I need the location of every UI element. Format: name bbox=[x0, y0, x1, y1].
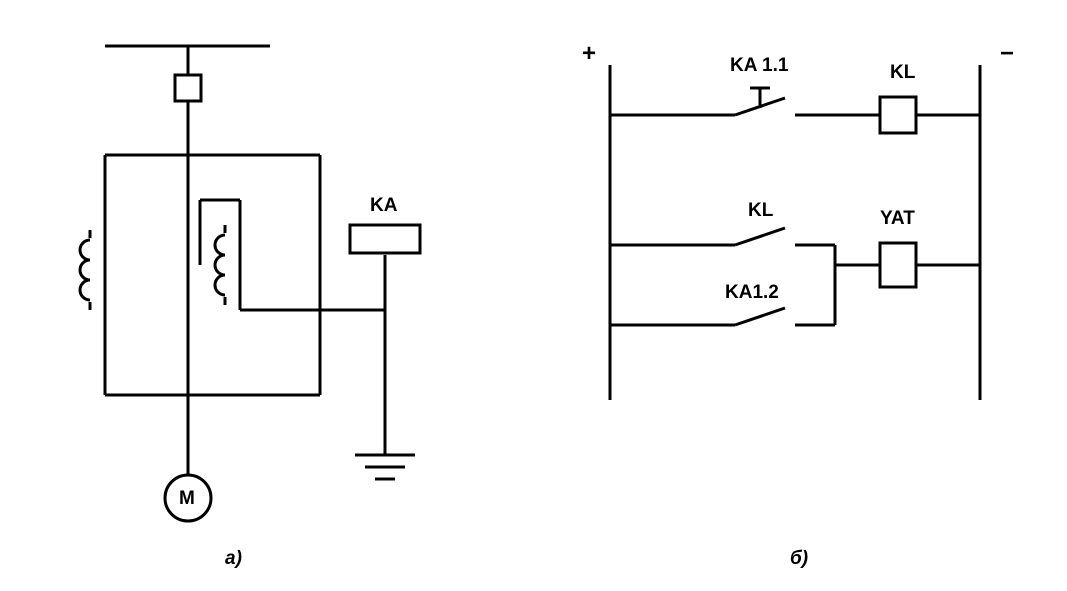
ka11-label: KA 1.1 bbox=[730, 55, 788, 77]
ka-relay-label: KA bbox=[370, 195, 397, 217]
minus-label: − bbox=[1000, 40, 1014, 68]
motor-label: М bbox=[179, 488, 195, 510]
ka12-label: KA1.2 bbox=[725, 282, 779, 304]
diagram-a bbox=[40, 0, 540, 560]
diagram-b bbox=[560, 0, 1040, 560]
kl-contact-label: KL bbox=[748, 200, 773, 222]
caption-a: а) bbox=[225, 548, 242, 570]
plus-label: + bbox=[582, 40, 596, 68]
caption-b: б) bbox=[790, 548, 808, 570]
yat-label: YAT bbox=[880, 208, 915, 230]
kl-coil-label: KL bbox=[890, 62, 915, 84]
